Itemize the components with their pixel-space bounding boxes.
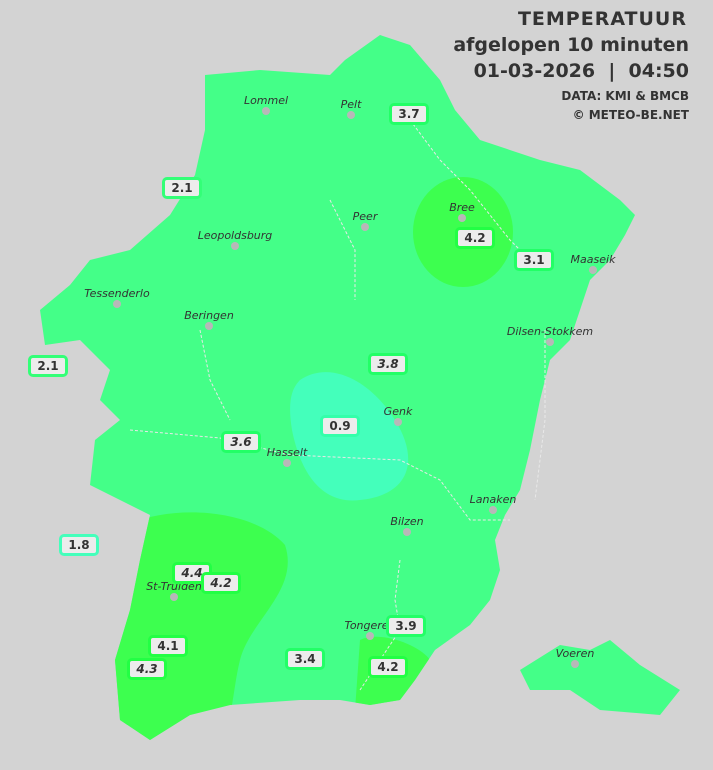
copyright: © METEO-BE.NET xyxy=(572,108,689,122)
city-dot xyxy=(283,459,291,467)
borders-and-rails xyxy=(129,119,546,691)
city-label: Tessenderlo xyxy=(84,287,150,300)
voeren-shape xyxy=(520,640,680,715)
station-temperature[interactable]: 4.3 xyxy=(127,658,167,680)
city-label: Voeren xyxy=(555,647,595,660)
data-source: DATA: KMI & BMCB xyxy=(561,89,689,103)
station-temperature[interactable]: 3.4 xyxy=(285,648,325,670)
city-label: Tongeren xyxy=(344,619,396,632)
city-label: Maaseik xyxy=(570,253,616,266)
city-label: Genk xyxy=(383,405,413,418)
city-dot xyxy=(366,632,374,640)
city-dot xyxy=(546,338,554,346)
city-label: Bree xyxy=(449,201,475,214)
city-label: Peer xyxy=(352,210,378,223)
station-temperature[interactable]: 4.1 xyxy=(148,635,188,657)
city-dot xyxy=(361,223,369,231)
station-temperature[interactable]: 2.1 xyxy=(28,355,68,377)
city-label: Leopoldsburg xyxy=(197,229,273,242)
city-dot xyxy=(589,266,597,274)
city-label: Hasselt xyxy=(266,446,308,459)
city-label: Bilzen xyxy=(390,515,424,528)
city-dot xyxy=(394,418,402,426)
map-subtitle: afgelopen 10 minuten xyxy=(453,34,689,56)
city-dot xyxy=(347,111,355,119)
city-label: Dilsen-Stokkem xyxy=(506,325,594,338)
station-temperature[interactable]: 3.9 xyxy=(386,615,426,637)
station-temperature[interactable]: 3.8 xyxy=(368,353,408,375)
city-dot xyxy=(262,107,270,115)
station-temperature[interactable]: 0.9 xyxy=(320,415,360,437)
city-dot xyxy=(170,593,178,601)
city-label: Lommel xyxy=(243,94,289,107)
station-temperature[interactable]: 3.6 xyxy=(221,431,261,453)
city-label: Lanaken xyxy=(469,493,517,506)
city-dot xyxy=(458,214,466,222)
city-dot xyxy=(489,506,497,514)
station-temperature[interactable]: 4.2 xyxy=(201,572,241,594)
city-dot xyxy=(205,322,213,330)
city-dot xyxy=(403,528,411,536)
city-label: Beringen xyxy=(184,309,234,322)
station-temperature[interactable]: 4.2 xyxy=(455,227,495,249)
station-temperature[interactable]: 1.8 xyxy=(59,534,99,556)
city-dot xyxy=(113,300,121,308)
map-title: TEMPERATUUR xyxy=(517,8,687,30)
map-datetime: 01-03-2026 | 04:50 xyxy=(473,60,689,82)
station-temperature[interactable]: 3.7 xyxy=(389,103,429,125)
city-dot xyxy=(571,660,579,668)
city-dot xyxy=(231,242,239,250)
station-temperature[interactable]: 2.1 xyxy=(162,177,202,199)
city-label: Pelt xyxy=(340,98,362,111)
station-temperature[interactable]: 4.2 xyxy=(368,656,408,678)
station-temperature[interactable]: 3.1 xyxy=(514,249,554,271)
